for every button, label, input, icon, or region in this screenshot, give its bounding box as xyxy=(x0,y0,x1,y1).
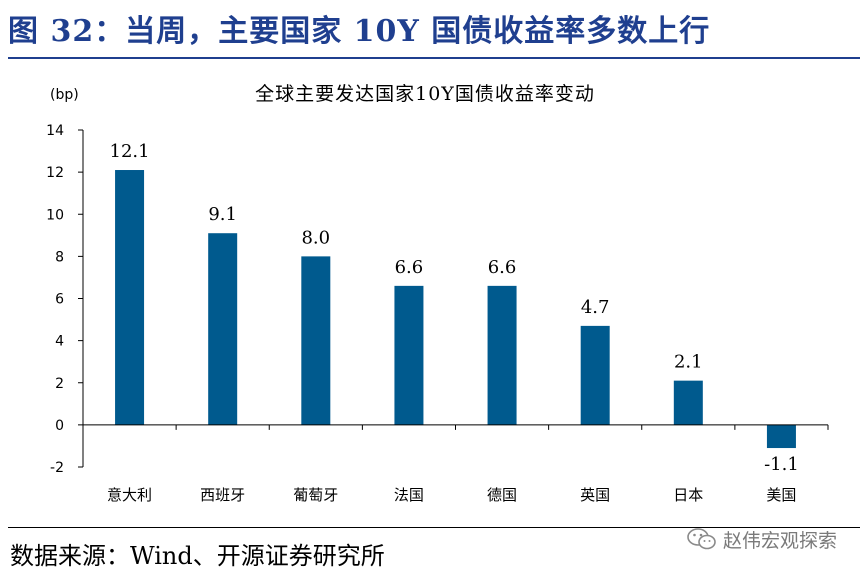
y-tick-label: 0 xyxy=(55,418,64,434)
category-label: 葡萄牙 xyxy=(293,486,338,504)
bar xyxy=(487,285,517,425)
value-labels-group: 12.1 9.1 8.0 6.6 6.6 4.7 2.1 -1.1 xyxy=(110,141,799,475)
bar-chart: 全球主要发达国家10Y国债收益率变动 (bp) 14 12 10 8 6 4 2 0 -2 12… xyxy=(46,83,829,504)
watermark-text: 赵伟宏观探索 xyxy=(722,529,837,552)
data-label: 6.6 xyxy=(488,257,517,278)
wechat-icon xyxy=(687,528,716,550)
category-label: 意大利 xyxy=(107,486,152,504)
y-axis-unit-label: (bp) xyxy=(50,87,79,103)
source-note: 数据来源：Wind、开源证券研究所 xyxy=(10,542,385,570)
category-label: 法国 xyxy=(394,486,424,504)
footer-divider xyxy=(8,527,860,528)
title-underline xyxy=(8,57,860,59)
y-tick-label: 12 xyxy=(46,165,64,181)
x-axis xyxy=(82,424,829,430)
bar xyxy=(208,233,238,425)
data-label: 8.0 xyxy=(301,227,330,248)
y-tick-label: 6 xyxy=(55,292,64,308)
data-label: 6.6 xyxy=(395,257,424,278)
category-labels-group: 意大利 西班牙 葡萄牙 法国 德国 英国 日本 美国 xyxy=(107,486,796,504)
category-label: 西班牙 xyxy=(200,486,245,504)
bars-group xyxy=(115,170,796,449)
y-tick-label: 8 xyxy=(55,249,64,265)
y-tick-label: 2 xyxy=(55,376,64,392)
bar xyxy=(766,424,796,449)
chart-title: 全球主要发达国家10Y国债收益率变动 xyxy=(255,83,595,105)
bar xyxy=(673,380,703,425)
y-tick-label: 14 xyxy=(46,123,64,139)
data-label: 9.1 xyxy=(208,204,237,225)
category-label: 德国 xyxy=(487,486,517,504)
category-label: 日本 xyxy=(673,486,703,504)
watermark: 赵伟宏观探索 xyxy=(687,525,837,553)
bar xyxy=(301,256,331,425)
data-label: 12.1 xyxy=(110,141,150,162)
data-label: -1.1 xyxy=(764,454,799,475)
data-label: 2.1 xyxy=(674,352,703,373)
bar xyxy=(394,285,424,425)
y-tick-label: -2 xyxy=(50,460,64,476)
category-label: 美国 xyxy=(766,486,796,504)
y-tick-label: 4 xyxy=(55,334,64,350)
bar xyxy=(115,170,145,425)
bar xyxy=(580,325,610,425)
category-label: 英国 xyxy=(580,486,610,504)
y-axis: 14 12 10 8 6 4 2 0 -2 xyxy=(46,123,84,476)
figure-title: 图 32：当周，主要国家 10Y 国债收益率多数上行 xyxy=(8,14,711,49)
y-tick-label: 10 xyxy=(46,207,64,223)
data-label: 4.7 xyxy=(581,297,610,318)
